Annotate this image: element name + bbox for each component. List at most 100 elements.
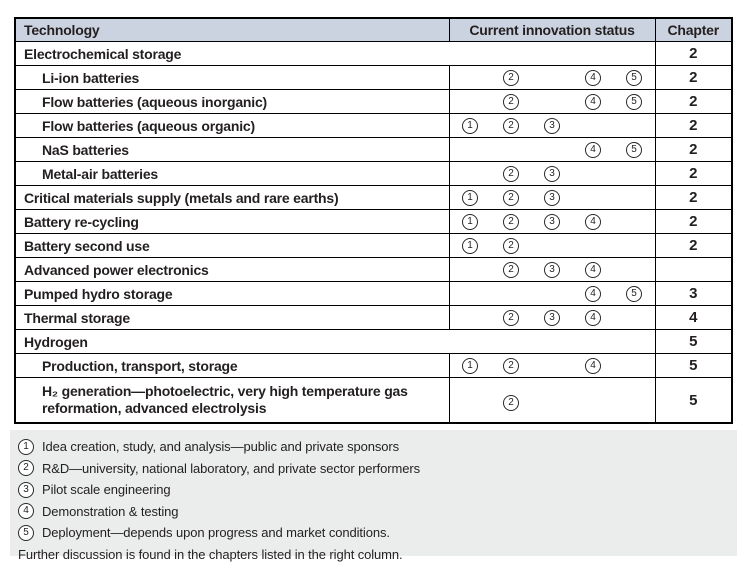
- stage-2-marker-icon: 2: [503, 70, 519, 86]
- stage-1-marker-icon: 1: [462, 118, 478, 134]
- status-slot-2: [491, 282, 532, 305]
- stage-5-marker-icon: 5: [626, 94, 642, 110]
- status-slot-2: [491, 138, 532, 161]
- status-slot-1: [450, 282, 491, 305]
- stage-4-marker-icon: 4: [585, 358, 601, 374]
- status-slot-5: 5: [614, 66, 655, 89]
- status-slot-3: 3: [532, 162, 573, 185]
- status-slot-4: [573, 383, 614, 422]
- status-slot-2: 2: [491, 383, 532, 422]
- legend: 1 Idea creation, study, and analysis—publ…: [10, 430, 737, 556]
- stage-2-marker-icon: 2: [503, 358, 519, 374]
- legend-item-text: Idea creation, study, and analysis—publi…: [42, 439, 399, 454]
- stage-2-marker-icon: 2: [503, 395, 519, 411]
- technology-cell: Electrochemical storage: [15, 42, 655, 66]
- technology-cell: Battery second use: [15, 234, 449, 258]
- status-slot-1: 1: [450, 234, 491, 257]
- status-slot-2: 2: [491, 114, 532, 137]
- column-header-technology: Technology: [15, 18, 449, 42]
- status-slot-4: [573, 162, 614, 185]
- status-slot-5: 5: [614, 90, 655, 113]
- status-slot-5: [614, 383, 655, 422]
- status-slot-2: 2: [491, 210, 532, 233]
- technology-cell: Thermal storage: [15, 306, 449, 330]
- technology-cell: Production, transport, storage: [15, 354, 449, 378]
- status-slot-1: 1: [450, 114, 491, 137]
- status-slot-5: 5: [614, 282, 655, 305]
- legend-item: 1 Idea creation, study, and analysis—publ…: [18, 436, 727, 458]
- chapter-cell: 5: [655, 330, 732, 354]
- stage-1-marker-icon: 1: [462, 358, 478, 374]
- status-slot-4: [573, 186, 614, 209]
- status-slot-4: 4: [573, 354, 614, 377]
- stage-3-marker-icon: 3: [544, 214, 560, 230]
- status-slot-1: 1: [450, 210, 491, 233]
- stage-3-marker-icon: 3: [544, 262, 560, 278]
- chapter-cell: 2: [655, 162, 732, 186]
- stage-4-marker-icon: 4: [585, 310, 601, 326]
- stage-3-marker-icon: 3: [544, 190, 560, 206]
- status-slot-2: 2: [491, 66, 532, 89]
- status-slots: 2: [450, 378, 655, 422]
- status-slot-2: 2: [491, 354, 532, 377]
- table-row: H₂ generation—photoelectric, very high t…: [15, 378, 732, 424]
- status-slot-5: [614, 210, 655, 233]
- stage-4-marker-icon: 4: [585, 70, 601, 86]
- status-slot-5: [614, 258, 655, 281]
- technology-cell: Li-ion batteries: [15, 66, 449, 90]
- status-slot-2: 2: [491, 258, 532, 281]
- chapter-cell: [655, 258, 732, 282]
- chapter-cell: 2: [655, 114, 732, 138]
- status-slot-3: [532, 90, 573, 113]
- stage-2-marker-icon: 2: [503, 214, 519, 230]
- status-slot-5: 5: [614, 138, 655, 161]
- status-slot-1: [450, 306, 491, 329]
- status-slot-1: [450, 66, 491, 89]
- stage-2-marker-icon: 2: [503, 118, 519, 134]
- stage-2-marker-icon: 2: [503, 310, 519, 326]
- technology-cell: Metal-air batteries: [15, 162, 449, 186]
- status-slot-1: [450, 90, 491, 113]
- legend-item-text: Deployment—depends upon progress and mar…: [42, 525, 390, 540]
- status-slot-1: [450, 138, 491, 161]
- stage-4-marker-icon: 4: [585, 94, 601, 110]
- stage-4-marker-icon: 4: [585, 286, 601, 302]
- status-slot-3: [532, 138, 573, 161]
- status-slot-3: [532, 383, 573, 422]
- legend-item-text: R&D—university, national laboratory, and…: [42, 461, 420, 476]
- stage-4-marker-icon: 4: [585, 142, 601, 158]
- stage-1-marker-icon: 1: [462, 238, 478, 254]
- status-slot-2: 2: [491, 90, 532, 113]
- status-slot-4: 4: [573, 66, 614, 89]
- chapter-cell: 2: [655, 42, 732, 66]
- stage-1-marker-icon: 1: [462, 190, 478, 206]
- technology-cell: Advanced power electronics: [15, 258, 449, 282]
- chapter-cell: 2: [655, 186, 732, 210]
- technology-cell: Pumped hydro storage: [15, 282, 449, 306]
- legend-stage-1-icon: 1: [18, 439, 34, 455]
- table-row: Critical materials supply (metals and ra…: [15, 186, 732, 210]
- chapter-cell: 4: [655, 306, 732, 330]
- stage-2-marker-icon: 2: [503, 262, 519, 278]
- stage-5-marker-icon: 5: [626, 286, 642, 302]
- status-slot-2: 2: [491, 234, 532, 257]
